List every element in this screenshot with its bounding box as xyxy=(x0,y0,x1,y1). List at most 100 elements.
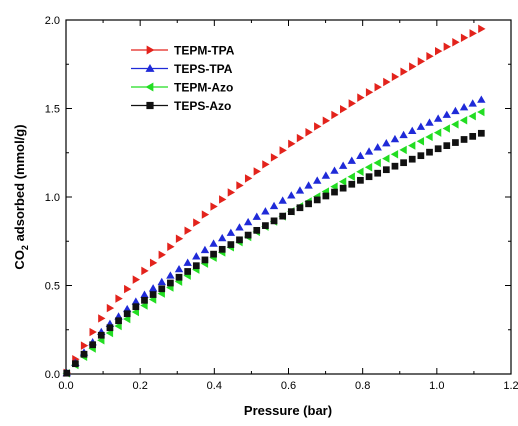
data-point xyxy=(72,360,79,368)
data-point xyxy=(425,132,433,142)
data-point xyxy=(399,130,408,139)
data-point xyxy=(183,258,192,266)
data-point xyxy=(244,231,252,239)
data-point xyxy=(390,150,399,159)
data-point xyxy=(322,192,330,200)
data-point xyxy=(201,210,210,219)
data-point xyxy=(313,176,322,184)
data-point xyxy=(399,145,407,155)
data-point xyxy=(97,331,105,339)
data-point xyxy=(305,200,312,208)
data-point xyxy=(106,303,115,313)
data-point xyxy=(157,277,166,286)
data-point xyxy=(236,236,243,244)
x-tick-label: 0.4 xyxy=(207,380,222,392)
data-point xyxy=(192,262,200,270)
data-point xyxy=(218,233,227,242)
y-axis-title-main: CO xyxy=(12,250,27,270)
x-axis: 0.0 0.2 0.4 0.6 0.8 1.0 1.2 xyxy=(58,20,518,392)
data-point xyxy=(296,133,305,143)
data-point xyxy=(338,177,347,186)
data-point xyxy=(426,52,434,61)
data-point xyxy=(364,163,373,172)
data-point xyxy=(477,95,486,103)
data-point xyxy=(443,142,451,150)
y-axis: 0.0 0.5 1.0 1.5 2.0 xyxy=(45,15,511,381)
data-point xyxy=(477,129,485,137)
data-point xyxy=(408,155,416,163)
data-point xyxy=(262,222,269,229)
data-point xyxy=(167,279,174,287)
data-point xyxy=(141,296,148,304)
data-point xyxy=(210,250,217,258)
data-point xyxy=(193,218,201,227)
data-point xyxy=(322,116,331,125)
data-point xyxy=(331,110,339,120)
data-point xyxy=(175,234,184,243)
legend-item-tepm-tpa: TEPM-TPA xyxy=(131,44,235,58)
data-point xyxy=(357,93,365,102)
data-point xyxy=(468,99,477,107)
data-point xyxy=(330,182,338,191)
data-point xyxy=(365,88,374,97)
data-point xyxy=(252,212,261,220)
data-point xyxy=(184,226,192,235)
data-point xyxy=(270,217,278,225)
data-point xyxy=(339,104,348,114)
series-tepm-tpa xyxy=(63,24,486,378)
data-point xyxy=(115,317,122,325)
data-point xyxy=(296,204,304,212)
data-point xyxy=(451,120,459,129)
data-point xyxy=(390,134,400,143)
data-point xyxy=(347,156,356,164)
data-point xyxy=(270,153,279,162)
series-teps-tpa xyxy=(62,95,486,377)
data-point xyxy=(269,201,279,210)
data-point xyxy=(209,239,218,247)
data-point xyxy=(469,133,477,140)
data-point xyxy=(175,273,183,281)
data-point xyxy=(426,148,433,156)
data-point xyxy=(451,106,460,115)
data-point xyxy=(89,341,97,349)
data-point xyxy=(192,252,201,260)
data-point xyxy=(374,82,382,92)
x-tick-label: 0.0 xyxy=(58,380,73,392)
data-point xyxy=(400,159,407,167)
data-point xyxy=(63,369,71,377)
y-tick-label: 1.5 xyxy=(45,104,60,116)
data-point xyxy=(478,24,486,34)
x-axis-title: Pressure (bar) xyxy=(244,403,332,418)
y-tick-label: 0.0 xyxy=(45,369,60,381)
data-point xyxy=(227,188,236,197)
data-point xyxy=(287,208,295,216)
y-axis-title-subscript: 2 xyxy=(20,245,30,250)
data-point xyxy=(305,128,313,137)
data-point xyxy=(391,72,400,82)
data-point xyxy=(89,327,97,337)
legend-marker xyxy=(146,45,155,55)
data-point xyxy=(374,169,382,177)
legend-item-teps-azo: TEPS-Azo xyxy=(131,99,231,113)
legend-item-teps-tpa: TEPS-TPA xyxy=(131,62,233,76)
y-tick-label: 0.5 xyxy=(45,281,60,293)
y-tick-label: 2.0 xyxy=(45,15,60,27)
data-point xyxy=(373,143,382,151)
data-point xyxy=(123,304,132,313)
data-point xyxy=(400,67,408,76)
data-point xyxy=(382,166,390,174)
data-point xyxy=(244,174,253,183)
data-point xyxy=(226,228,236,236)
data-point xyxy=(106,324,114,332)
data-point xyxy=(416,122,426,130)
legend-label: TEPM-Azo xyxy=(174,81,233,95)
legend: TEPM-TPA TEPS-TPA TEPM-Azo TEPS-Azo xyxy=(131,44,235,113)
data-point xyxy=(443,42,451,51)
data-point xyxy=(278,196,287,204)
data-point xyxy=(364,147,374,155)
data-point xyxy=(261,207,270,215)
data-point xyxy=(80,341,89,350)
data-point xyxy=(417,57,426,66)
data-point xyxy=(262,160,270,169)
data-point xyxy=(442,124,450,133)
